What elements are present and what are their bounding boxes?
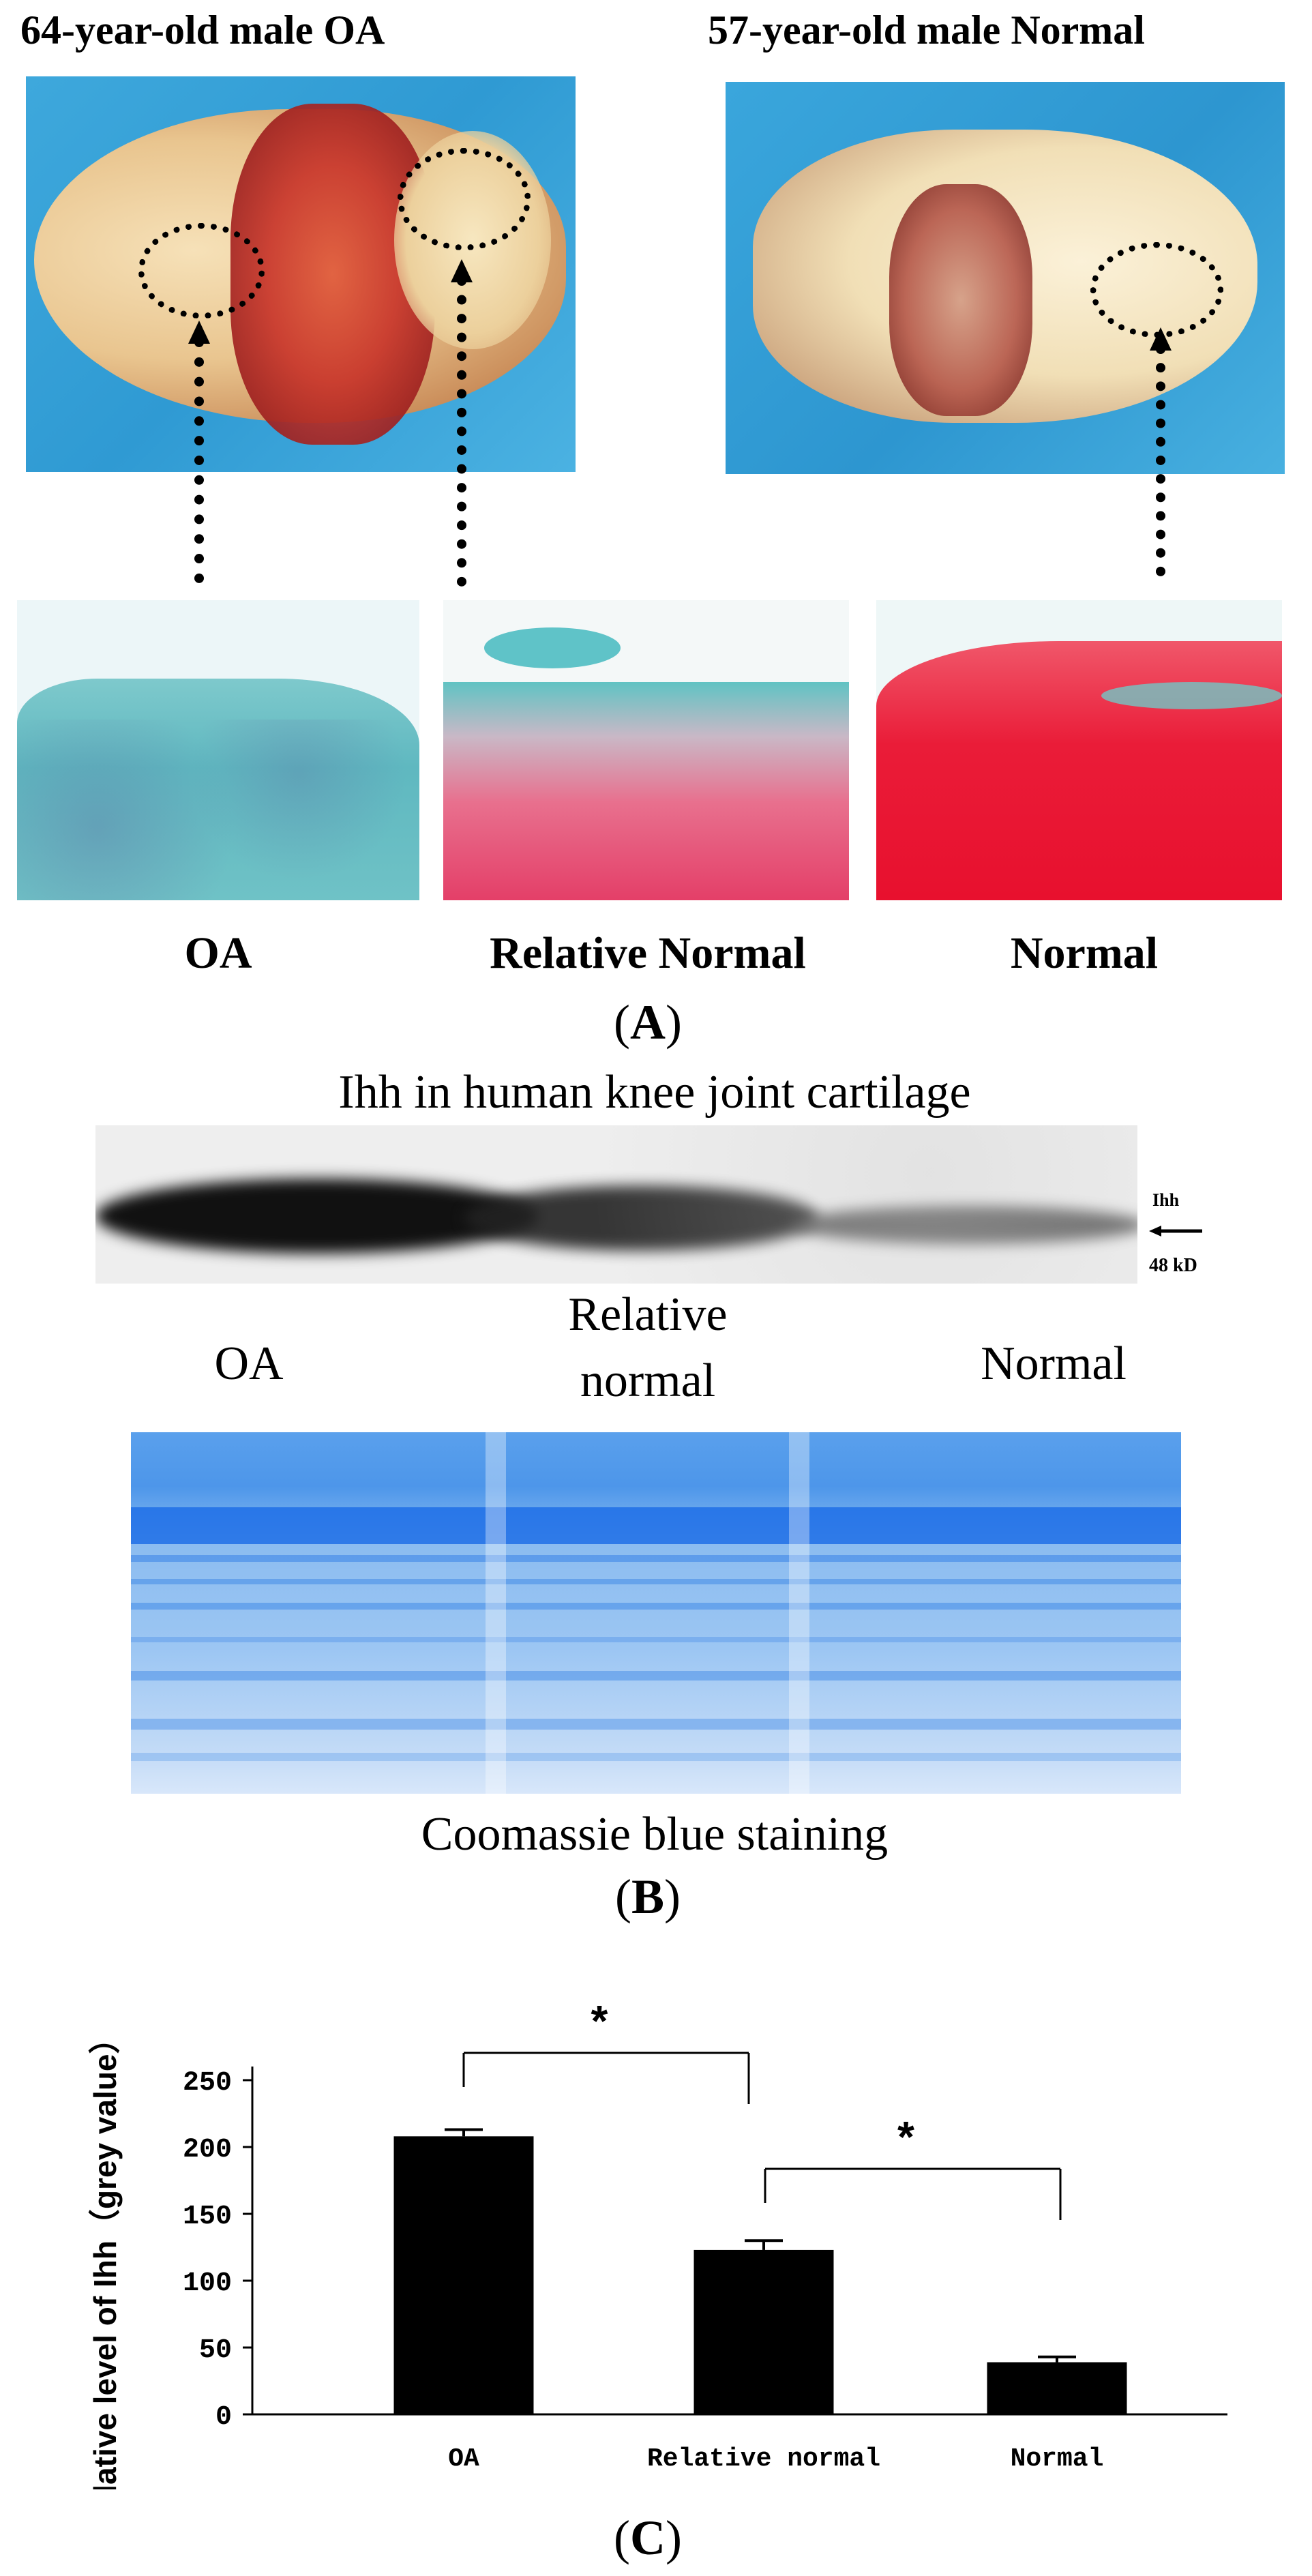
bar-chart: Relative level of Ihh（grey value） OA Rela… — [87, 1996, 1227, 2489]
coomassie-gel-image — [131, 1432, 1181, 1794]
arrow-normal-line — [1156, 344, 1165, 576]
arrow-relative-head — [451, 259, 473, 282]
panel-label-a: (A) — [614, 995, 682, 1050]
lane-label-relative-line1: Relative — [568, 1288, 728, 1341]
lane-label-relative-line2: normal — [580, 1354, 716, 1407]
chart-bars — [393, 2128, 1127, 2414]
bar-relative-normal — [694, 2249, 834, 2414]
normal-specimen-photo — [726, 82, 1285, 474]
oa-specimen-title: 64-year-old male OA — [20, 8, 385, 53]
panel-label-c: (C) — [614, 2511, 682, 2565]
molecular-weight-label: 48 kD — [1149, 1255, 1197, 1276]
histology-label-normal: Normal — [1010, 928, 1159, 978]
y-tick-labels: 0 50 100 150 200 250 — [183, 2068, 252, 2433]
histology-normal-image — [876, 600, 1282, 900]
y-tick-label: 0 — [215, 2402, 232, 2433]
x-tick-labels: OA Relative normal Normal — [448, 2444, 1103, 2474]
y-tick-label: 250 — [183, 2068, 232, 2099]
y-tick-label: 50 — [199, 2335, 232, 2366]
y-tick-label: 200 — [183, 2135, 232, 2165]
bar-oa — [393, 2136, 534, 2414]
y-tick-label: 150 — [183, 2202, 232, 2232]
oa-specimen-photo — [26, 76, 576, 472]
western-blot-title: Ihh in human knee joint cartilage — [338, 1066, 971, 1119]
lane-label-oa: OA — [214, 1337, 284, 1390]
x-tick-label: Normal — [1011, 2444, 1104, 2474]
ihh-label: Ihh — [1152, 1190, 1180, 1210]
arrow-relative-line — [457, 276, 466, 587]
histology-relative-normal-image — [443, 600, 849, 900]
panel-label-b: (B) — [615, 1869, 681, 1924]
significance-brackets: ** — [462, 1996, 1062, 2220]
bar-normal — [987, 2362, 1127, 2414]
coomassie-caption: Coomassie blue staining — [421, 1808, 889, 1861]
arrow-oa-head — [188, 321, 210, 344]
x-tick-label: OA — [448, 2444, 479, 2474]
normal-specimen-title: 57-year-old male Normal — [708, 8, 1145, 53]
x-tick-label: Relative normal — [647, 2444, 880, 2474]
y-tick-label: 100 — [183, 2268, 232, 2299]
significance-star: * — [591, 1996, 608, 2045]
y-axis-label: Relative level of Ihh（grey value） — [87, 2022, 123, 2489]
histology-oa-image — [17, 600, 419, 900]
arrow-normal-head — [1150, 327, 1172, 351]
arrow-oa-line — [194, 338, 204, 583]
western-blot-image — [95, 1125, 1137, 1284]
lane-label-normal: Normal — [981, 1337, 1127, 1390]
histology-label-relative-normal: Relative Normal — [490, 928, 806, 978]
significance-star: * — [897, 2112, 914, 2161]
ihh-arrow-icon — [1149, 1224, 1204, 1238]
histology-label-oa: OA — [184, 928, 252, 978]
